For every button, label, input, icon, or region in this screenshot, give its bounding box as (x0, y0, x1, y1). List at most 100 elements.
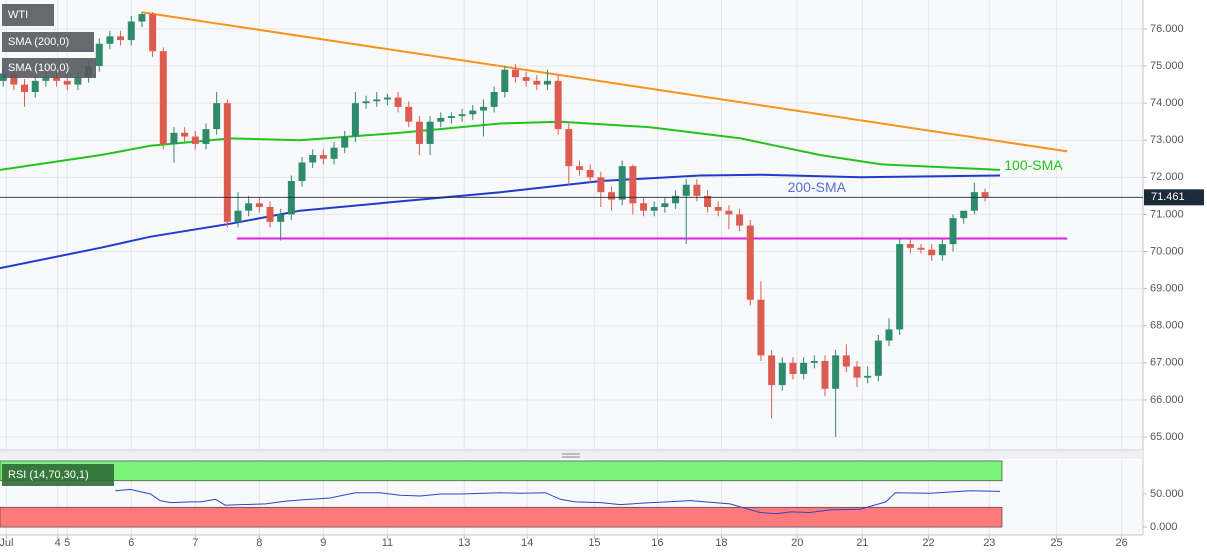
candle-body (522, 77, 530, 81)
candle-body (138, 14, 146, 22)
x-tick-label: 14 (521, 537, 533, 549)
candle-body (511, 69, 519, 78)
candle-body (405, 106, 413, 122)
candle-body (383, 97, 391, 100)
candle-body (351, 103, 359, 137)
candle-body (202, 129, 210, 144)
candle-body (63, 80, 71, 85)
candle-body (565, 129, 573, 167)
candle-body (117, 36, 125, 41)
candle-body (287, 181, 295, 215)
candle-body (330, 147, 338, 159)
rsi-band (0, 506, 1003, 528)
y-tick-label: 65.000 (1150, 431, 1184, 443)
candle-body (896, 244, 904, 330)
candle-body (149, 14, 157, 52)
candle-body (106, 36, 114, 44)
x-tick-label: Jul (0, 537, 13, 549)
x-tick-label: 7 (192, 537, 198, 549)
annotation: 100-SMA (1004, 157, 1063, 173)
candle-body (223, 103, 231, 222)
candle-body (800, 362, 808, 374)
candle-body (672, 195, 680, 204)
candle-body (501, 69, 509, 93)
candle-body (31, 80, 39, 93)
candle-body (319, 155, 327, 159)
candle-body (373, 99, 381, 102)
y-tick-label: 0.000 (1150, 521, 1178, 533)
sma-line (0, 120, 1001, 171)
panel-separator[interactable] (0, 451, 1143, 459)
y-tick-label: 73.000 (1150, 134, 1184, 146)
candle-body (255, 203, 263, 208)
legend-entry-box (2, 58, 96, 78)
x-tick-label: 11 (382, 537, 393, 549)
candle-body (42, 77, 50, 81)
candle-body (853, 366, 861, 378)
x-tick-label: 16 (651, 537, 663, 549)
candle-body (426, 121, 434, 144)
candle-body (181, 132, 189, 137)
x-tick-label: 9 (320, 537, 326, 549)
candle-body (618, 166, 626, 200)
x-tick-label: 13 (458, 537, 470, 549)
x-tick-label: 4 (55, 537, 61, 549)
candle-body (415, 121, 423, 144)
candle-body (277, 214, 285, 222)
x-tick-label: 20 (791, 537, 803, 549)
y-tick-label: 72.000 (1150, 171, 1184, 183)
candle-body (543, 80, 551, 85)
candle-body (832, 355, 840, 389)
candle-body (928, 249, 936, 256)
x-tick-label: 23 (983, 537, 995, 549)
x-tick-label: 25 (1050, 537, 1062, 549)
rsi-legend: RSI (14,70,30,1) (8, 469, 89, 481)
candle-body (554, 80, 562, 130)
y-tick-label: 50.000 (1150, 488, 1184, 500)
candle-body (597, 177, 605, 193)
candle-body (298, 162, 306, 182)
candle-body (874, 340, 882, 376)
candle-body (127, 21, 135, 41)
candle-body (309, 155, 317, 163)
x-tick-label: 18 (715, 537, 727, 549)
x-tick-label: 5 (64, 537, 70, 549)
candle-body (778, 362, 786, 386)
candle-body (981, 192, 989, 198)
candle-body (682, 184, 690, 196)
candle-body (906, 244, 914, 248)
candle-body (576, 166, 584, 170)
candle-body (447, 116, 455, 118)
y-tick-label: 71.000 (1150, 208, 1184, 220)
y-tick-label: 68.000 (1150, 320, 1184, 332)
candle-body (768, 355, 776, 386)
candle-body (746, 225, 754, 300)
y-tick-label: 74.000 (1150, 97, 1184, 109)
candle-body (490, 92, 498, 107)
y-tick-label: 66.000 (1150, 394, 1184, 406)
x-tick-label: 15 (588, 537, 600, 549)
candle-body (842, 355, 850, 367)
candle-body (938, 244, 946, 256)
candle-body (394, 97, 402, 107)
legend-entry: SMA (100,0) (8, 62, 69, 74)
candle-body (885, 329, 893, 341)
x-tick-label: 6 (128, 537, 134, 549)
main-plot-area (0, 0, 1143, 450)
x-tick-label: 8 (256, 537, 262, 549)
candle-body (650, 207, 658, 211)
candle-body (341, 136, 349, 148)
candle-body (458, 114, 466, 117)
candle-body (821, 360, 829, 389)
candle-body (789, 362, 797, 374)
candle-body (693, 184, 701, 196)
rsi-legend-box (2, 464, 114, 486)
x-tick-label: 22 (922, 537, 934, 549)
candle-body (960, 210, 968, 219)
last-price-label: 71.461 (1151, 191, 1185, 203)
candle-body (159, 51, 167, 144)
candle-body (234, 210, 242, 222)
candle-body (95, 43, 103, 67)
legend-title-box (2, 4, 54, 26)
